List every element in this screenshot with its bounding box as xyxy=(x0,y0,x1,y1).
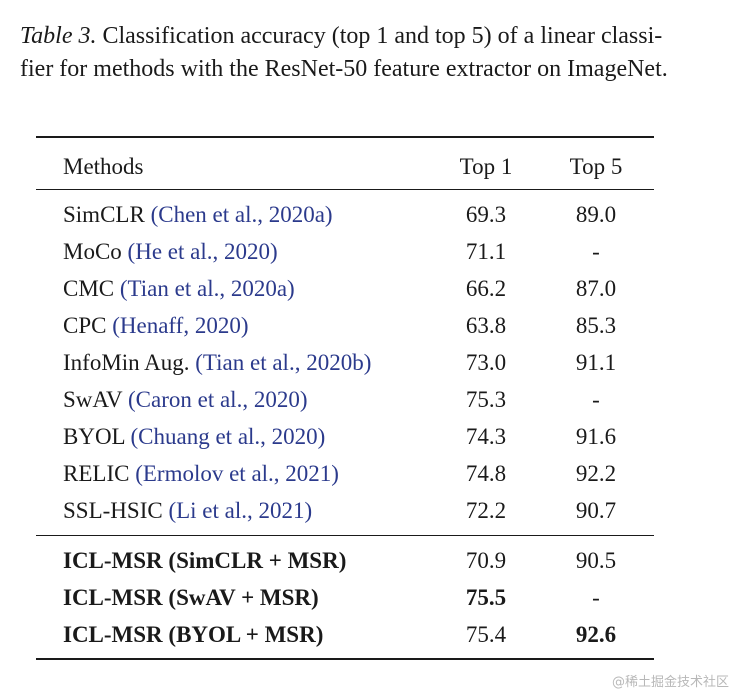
top5-value: - xyxy=(592,387,600,412)
top5-value: - xyxy=(592,585,600,610)
top5-value: - xyxy=(592,239,600,264)
method-name: MoCo xyxy=(63,239,122,264)
top1-value: 75.5 xyxy=(465,585,507,610)
section-rule xyxy=(36,535,654,536)
header-methods: Methods xyxy=(63,154,144,179)
top1-value: 72.2 xyxy=(465,498,507,523)
top5-value: 90.7 xyxy=(575,498,617,523)
table-row: SwAV (Caron et al., 2020) 75.3 - xyxy=(36,381,654,418)
table-top-rule xyxy=(36,136,654,138)
table-row: MoCo (He et al., 2020) 71.1 - xyxy=(36,233,654,270)
table-row: ICL-MSR (SwAV + MSR) 75.5 - xyxy=(36,579,654,616)
top1-value: 70.9 xyxy=(465,548,507,573)
proposed-rows: ICL-MSR (SimCLR + MSR) 70.9 90.5 ICL-MSR… xyxy=(36,542,654,653)
table-row: CMC (Tian et al., 2020a) 66.2 87.0 xyxy=(36,270,654,307)
table-row: CPC (Henaff, 2020) 63.8 85.3 xyxy=(36,307,654,344)
table-caption: Table 3. Classification accuracy (top 1 … xyxy=(20,20,720,86)
citation-link[interactable]: (He et al., 2020) xyxy=(127,239,278,264)
top5-value: 91.6 xyxy=(575,424,617,449)
top1-value: 69.3 xyxy=(465,202,507,227)
table-row: SSL-HSIC (Li et al., 2021) 72.2 90.7 xyxy=(36,492,654,529)
top5-value: 89.0 xyxy=(575,202,617,227)
table-row: InfoMin Aug. (Tian et al., 2020b) 73.0 9… xyxy=(36,344,654,381)
method-name: SSL-HSIC xyxy=(63,498,163,523)
citation-link[interactable]: (Caron et al., 2020) xyxy=(128,387,308,412)
method-name: CMC xyxy=(63,276,115,301)
top5-value: 90.5 xyxy=(575,548,617,573)
top5-value: 92.2 xyxy=(575,461,617,486)
caption-line-2: fier for methods with the ResNet-50 feat… xyxy=(20,56,668,82)
method-name: InfoMin Aug. xyxy=(63,350,190,375)
citation-link[interactable]: (Tian et al., 2020b) xyxy=(195,350,372,375)
table-row: SimCLR (Chen et al., 2020a) 69.3 89.0 xyxy=(36,196,654,233)
top5-value: 87.0 xyxy=(575,276,617,301)
citation-link[interactable]: (Ermolov et al., 2021) xyxy=(135,461,339,486)
header-row: Methods Top 1 Top 5 xyxy=(36,148,654,185)
citation-link[interactable]: (Chen et al., 2020a) xyxy=(150,202,333,227)
top1-value: 63.8 xyxy=(465,313,507,338)
method-name: SwAV xyxy=(63,387,123,412)
table-row: ICL-MSR (BYOL + MSR) 75.4 92.6 xyxy=(36,616,654,653)
top1-value: 71.1 xyxy=(465,239,507,264)
top1-value: 75.4 xyxy=(465,622,507,647)
header-rule xyxy=(36,189,654,190)
citation-link[interactable]: (Tian et al., 2020a) xyxy=(119,276,295,301)
method-name: ICL-MSR (SimCLR + MSR) xyxy=(63,548,347,573)
method-name: SimCLR xyxy=(63,202,145,227)
top5-value: 85.3 xyxy=(575,313,617,338)
caption-label: Table 3. xyxy=(20,23,97,49)
baseline-rows: SimCLR (Chen et al., 2020a) 69.3 89.0 Mo… xyxy=(36,196,654,529)
header-top5: Top 5 xyxy=(569,154,623,179)
method-name: ICL-MSR (SwAV + MSR) xyxy=(63,585,319,610)
top5-value: 91.1 xyxy=(575,350,617,375)
method-name: ICL-MSR (BYOL + MSR) xyxy=(63,622,324,647)
top1-value: 75.3 xyxy=(465,387,507,412)
caption-line-1: Classification accuracy (top 1 and top 5… xyxy=(96,23,663,49)
table-row: ICL-MSR (SimCLR + MSR) 70.9 90.5 xyxy=(36,542,654,579)
citation-link[interactable]: (Chuang et al., 2020) xyxy=(130,424,326,449)
top1-value: 74.8 xyxy=(465,461,507,486)
top1-value: 66.2 xyxy=(465,276,507,301)
table-header: Methods Top 1 Top 5 xyxy=(36,148,654,185)
table-row: BYOL (Chuang et al., 2020) 74.3 91.6 xyxy=(36,418,654,455)
table-row: RELIC (Ermolov et al., 2021) 74.8 92.2 xyxy=(36,455,654,492)
top5-value: 92.6 xyxy=(575,622,617,647)
method-name: BYOL xyxy=(63,424,125,449)
method-name: RELIC xyxy=(63,461,130,486)
top1-value: 73.0 xyxy=(465,350,507,375)
citation-link[interactable]: (Li et al., 2021) xyxy=(168,498,313,523)
method-name: CPC xyxy=(63,313,107,338)
table-bottom-rule xyxy=(36,658,654,660)
citation-link[interactable]: (Henaff, 2020) xyxy=(112,313,249,338)
watermark-text: @稀土掘金技术社区 xyxy=(611,675,729,690)
header-top1: Top 1 xyxy=(459,154,513,179)
top1-value: 74.3 xyxy=(465,424,507,449)
